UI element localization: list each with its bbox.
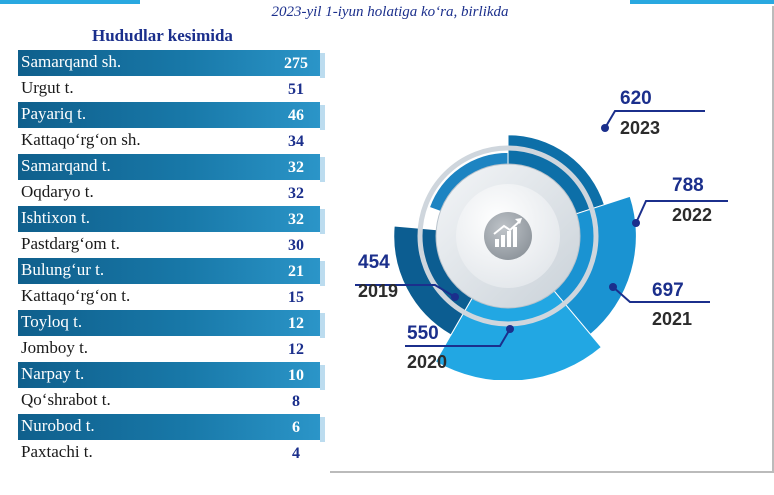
region-name: Jomboy t. — [21, 338, 89, 357]
region-name: Payariq t. — [21, 104, 87, 123]
year-label-2021: 2021 — [652, 309, 692, 329]
region-row: Payariq t. 46 — [18, 102, 325, 130]
region-value: 12 — [288, 341, 304, 358]
region-name: Narpay t. — [21, 364, 85, 383]
sector-2022 — [434, 235, 603, 380]
region-row: Urgut t. 51 — [18, 76, 320, 102]
region-row: Samarqand t. 32 — [18, 154, 325, 182]
region-name: Pastdarg‘om t. — [21, 234, 120, 253]
region-value: 6 — [292, 419, 300, 436]
region-row: Kattaqo‘rg‘on sh. 34 — [18, 128, 320, 154]
frame-line-right — [772, 6, 774, 472]
leader-dot-2021 — [609, 283, 617, 291]
region-name: Bulung‘ur t. — [21, 260, 105, 279]
region-value: 46 — [288, 107, 304, 124]
outer-ring — [417, 145, 599, 327]
leader-line-2022 — [635, 200, 728, 224]
region-name: Urgut t. — [21, 78, 74, 97]
region-row: Toyloq t. 12 — [18, 310, 325, 338]
year-label-2020: 2020 — [407, 352, 447, 372]
region-name: Oqdaryo t. — [21, 182, 94, 201]
year-label-2019: 2019 — [358, 281, 398, 301]
year-label-2023: 2023 — [620, 118, 660, 138]
region-value: 32 — [288, 159, 304, 176]
region-row: Bulung‘ur t. 21 — [18, 258, 325, 286]
leader-line-2023 — [604, 110, 705, 129]
leader-dot-2019 — [451, 293, 459, 301]
top-accent-line-left — [0, 0, 140, 4]
region-row: Kattaqo‘rg‘on t. 15 — [18, 284, 320, 310]
region-row: Ishtixon t. 32 — [18, 206, 325, 234]
region-value: 10 — [288, 367, 304, 384]
region-value: 12 — [288, 315, 304, 332]
region-row: Oqdaryo t. 32 — [18, 180, 320, 206]
leader-dot-2020 — [506, 325, 514, 333]
region-value: 15 — [288, 289, 304, 306]
region-name: Nurobod t. — [21, 416, 95, 435]
value-label-2020: 550 — [407, 323, 439, 344]
year-label-2022: 2022 — [672, 205, 712, 225]
region-value: 4 — [292, 445, 300, 462]
leader-line-2021 — [612, 286, 710, 303]
leader-line-2020 — [405, 328, 511, 347]
region-name: Paxtachi t. — [21, 442, 93, 461]
radial-year-chart: 454 2019 550 2020 697 2021 788 2022 620 2023 — [355, 88, 728, 380]
region-table: Samarqand sh. 275 Urgut t. 51 Payariq t. 46 Ka… — [18, 50, 325, 466]
region-name: Toyloq t. — [21, 312, 83, 331]
region-row: Samarqand sh. 275 — [18, 50, 325, 78]
leader-line-2019 — [355, 284, 456, 298]
region-row: Nurobod t. 6 — [18, 414, 325, 442]
region-name: Samarqand t. — [21, 156, 111, 175]
region-name: Qo‘shrabot t. — [21, 390, 111, 409]
section-title: Hududlar kesimida — [92, 26, 233, 45]
top-accent-line-right — [630, 0, 774, 4]
region-value: 275 — [284, 55, 308, 72]
growth-chart-icon — [484, 212, 532, 260]
region-value: 32 — [288, 185, 304, 202]
value-label-2023: 620 — [620, 88, 652, 109]
region-name: Kattaqo‘rg‘on t. — [21, 286, 131, 305]
value-label-2019: 454 — [358, 252, 390, 273]
value-label-2021: 697 — [652, 280, 684, 301]
region-value: 21 — [288, 263, 304, 280]
region-row: Qo‘shrabot t. 8 — [18, 388, 320, 414]
region-name: Samarqand sh. — [21, 52, 122, 71]
region-value: 34 — [288, 133, 304, 150]
region-row: Pastdarg‘om t. 30 — [18, 232, 320, 258]
chart-subtitle: 2023-yil 1-iyun holatiga ko‘ra, birlikda — [271, 4, 509, 20]
region-row: Paxtachi t. 4 — [18, 440, 320, 466]
region-row: Narpay t. 10 — [18, 362, 325, 390]
region-name: Ishtixon t. — [21, 208, 90, 227]
leader-dot-2023 — [601, 124, 609, 132]
region-value: 51 — [288, 81, 304, 98]
region-value: 32 — [288, 211, 304, 228]
region-value: 30 — [288, 237, 304, 254]
region-row: Jomboy t. 12 — [18, 336, 320, 362]
value-label-2022: 788 — [672, 175, 704, 196]
region-value: 8 — [292, 393, 300, 410]
region-name: Kattaqo‘rg‘on sh. — [21, 130, 141, 149]
leader-dot-2022 — [632, 219, 640, 227]
frame-line-bottom — [330, 471, 774, 473]
